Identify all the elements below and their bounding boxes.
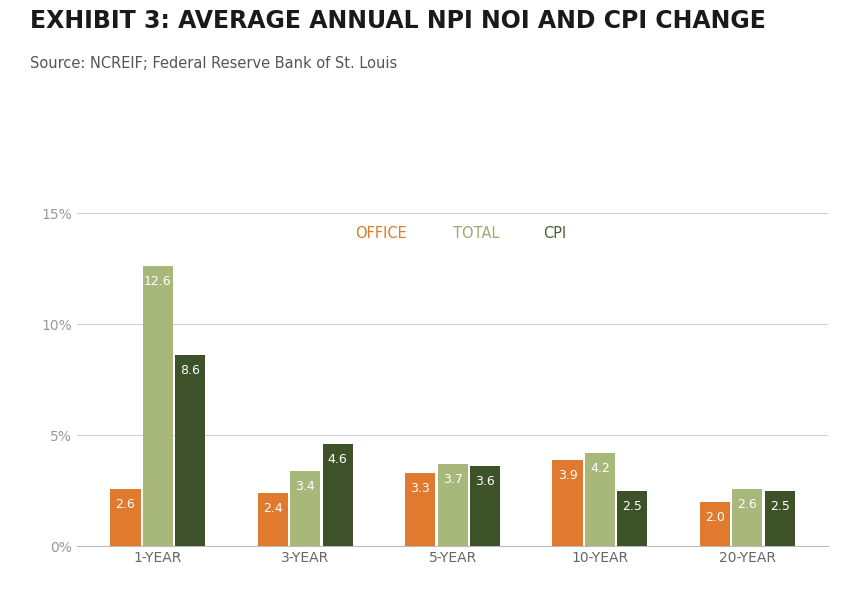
Text: EXHIBIT 3: AVERAGE ANNUAL NPI NOI AND CPI CHANGE: EXHIBIT 3: AVERAGE ANNUAL NPI NOI AND CP… xyxy=(30,9,765,33)
Text: 3.4: 3.4 xyxy=(295,480,315,493)
Bar xyxy=(731,489,762,546)
Text: 2.5: 2.5 xyxy=(769,500,789,513)
Text: 2.0: 2.0 xyxy=(705,511,724,524)
Text: 12.6: 12.6 xyxy=(144,275,171,288)
Text: 3.6: 3.6 xyxy=(474,475,495,488)
Text: 2.6: 2.6 xyxy=(115,498,136,511)
Text: 4.2: 4.2 xyxy=(589,462,609,475)
Bar xyxy=(404,473,435,546)
Bar xyxy=(290,471,320,546)
Bar xyxy=(175,355,206,546)
Text: 3.9: 3.9 xyxy=(557,469,577,482)
Text: 2.6: 2.6 xyxy=(737,498,757,511)
Text: Source: NCREIF; Federal Reserve Bank of St. Louis: Source: NCREIF; Federal Reserve Bank of … xyxy=(30,56,397,71)
Bar xyxy=(110,489,141,546)
Bar xyxy=(699,502,729,546)
Text: TOTAL: TOTAL xyxy=(452,226,498,241)
Text: OFFICE: OFFICE xyxy=(355,226,406,241)
Text: 3.7: 3.7 xyxy=(442,473,462,486)
Bar xyxy=(552,460,582,546)
Text: CPI: CPI xyxy=(543,226,566,241)
Bar xyxy=(763,491,794,546)
Bar xyxy=(142,267,173,546)
Bar xyxy=(584,453,614,546)
Text: 4.6: 4.6 xyxy=(328,453,347,466)
Bar xyxy=(469,466,500,546)
Bar xyxy=(322,444,352,546)
Text: 2.4: 2.4 xyxy=(263,502,282,515)
Bar xyxy=(437,465,467,546)
Bar xyxy=(617,491,647,546)
Text: 2.5: 2.5 xyxy=(622,500,641,513)
Text: 8.6: 8.6 xyxy=(180,364,200,377)
Text: 3.3: 3.3 xyxy=(409,482,430,495)
Bar xyxy=(258,493,287,546)
